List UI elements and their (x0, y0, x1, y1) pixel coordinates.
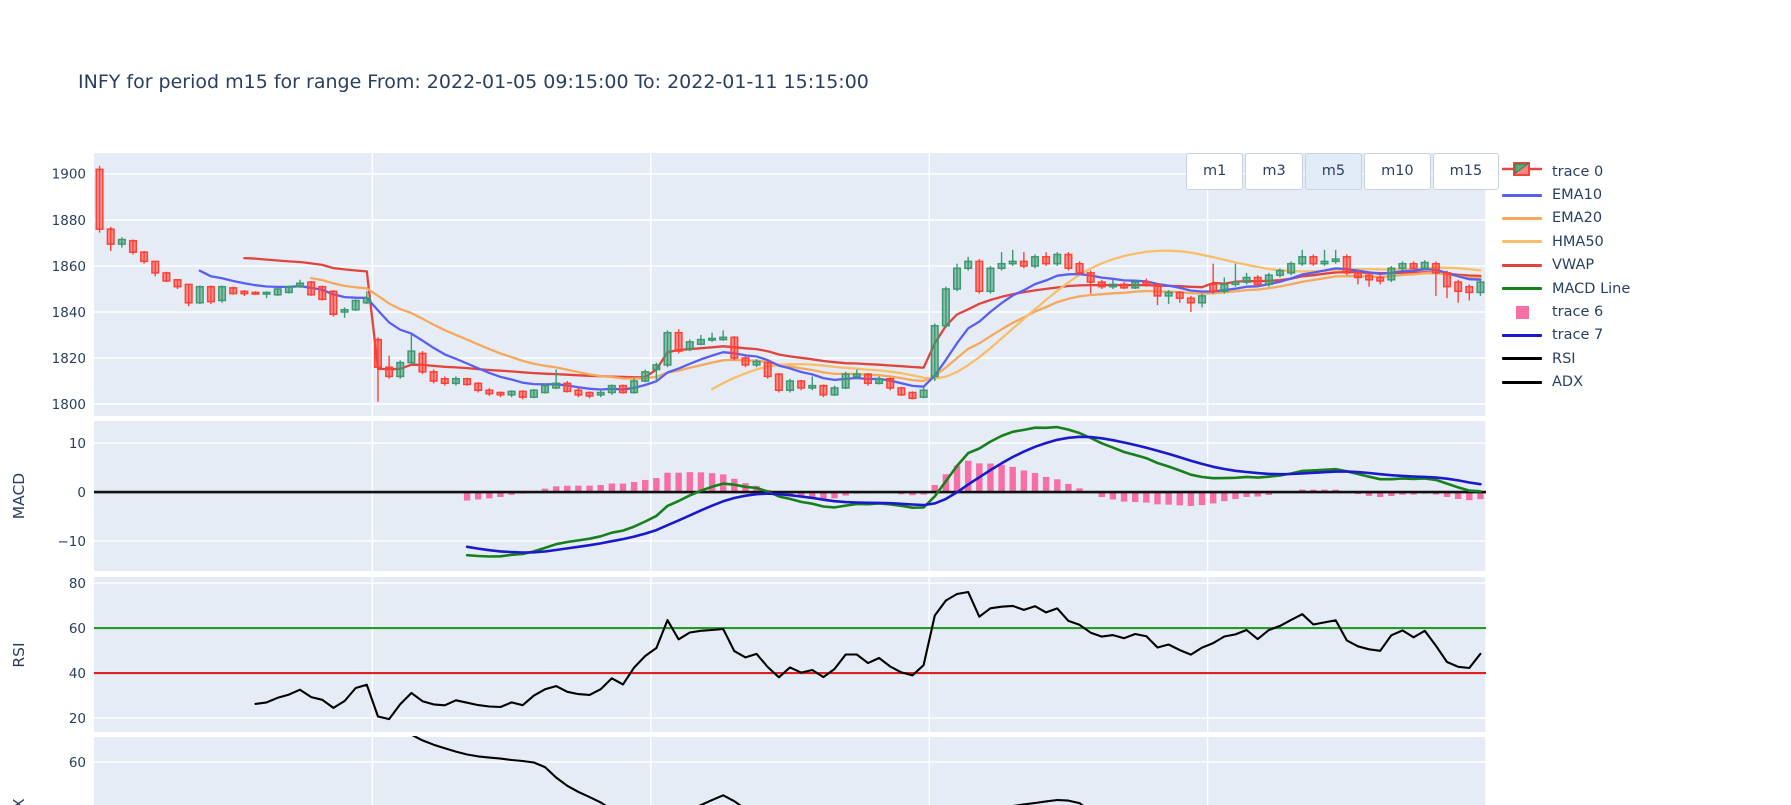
line-swatch-icon (1502, 380, 1542, 384)
legend-item-vwap[interactable]: VWAP (1502, 254, 1630, 277)
line-swatch-icon (1502, 333, 1542, 337)
price-tick-label: 1880 (52, 213, 86, 229)
chart-title: INFY for period m15 for range From: 2022… (78, 71, 869, 93)
price-panel (94, 153, 1487, 416)
price-tick-label: 1860 (52, 259, 86, 275)
range-button-m1[interactable]: m1 (1186, 153, 1244, 190)
legend-label: MACD Line (1552, 280, 1631, 297)
square-swatch-icon (1502, 305, 1542, 319)
macd-tick-label: −10 (58, 534, 87, 550)
rsi-tick-label: 60 (69, 621, 86, 637)
rsi-tick-label: 80 (69, 576, 86, 592)
line-swatch-icon (1502, 357, 1542, 361)
legend-item-trace6[interactable]: trace 6 (1502, 300, 1630, 323)
legend-item-ema10[interactable]: EMA10 (1502, 183, 1630, 206)
legend-item-hma50[interactable]: HMA50 (1502, 230, 1630, 253)
legend: trace 0 EMA10 EMA20 HMA50 VWAP MACD Line… (1502, 160, 1630, 394)
macd-tick-label: 0 (77, 485, 86, 501)
axis-title: RSI (10, 642, 28, 667)
axis-labels: 1800 1820 1840 1860 1880 1900 −10 0 10 20 40 60 80 60… (10, 167, 86, 805)
legend-label: VWAP (1552, 257, 1595, 274)
range-button-m15[interactable]: m15 (1432, 153, 1500, 190)
legend-item-trace0[interactable]: trace 0 (1502, 160, 1630, 183)
macd-panel (94, 421, 1487, 571)
line-swatch-icon (1502, 240, 1542, 244)
adx-tick-label: 60 (69, 755, 86, 771)
line-swatch-icon (1502, 263, 1542, 267)
line-swatch-icon (1502, 193, 1542, 197)
axis-title: ADX (10, 798, 28, 805)
range-button-m3[interactable]: m3 (1245, 153, 1303, 190)
rsi-panel (94, 577, 1487, 732)
line-swatch-icon (1502, 287, 1542, 291)
adx-panel (94, 736, 1487, 805)
legend-label: ADX (1552, 374, 1584, 391)
legend-label: RSI (1552, 350, 1576, 367)
legend-label: HMA50 (1552, 233, 1604, 250)
range-selector: m1 m3 m5 m10 m15 (1186, 153, 1500, 190)
legend-item-trace7[interactable]: trace 7 (1502, 324, 1630, 347)
legend-item-ema20[interactable]: EMA20 (1502, 207, 1630, 230)
price-tick-label: 1820 (52, 351, 86, 367)
legend-item-adx[interactable]: ADX (1502, 371, 1630, 394)
legend-label: trace 7 (1552, 327, 1604, 344)
rsi-tick-label: 20 (69, 711, 86, 727)
range-button-m10[interactable]: m10 (1364, 153, 1431, 190)
legend-label: trace 6 (1552, 304, 1604, 321)
legend-label: EMA10 (1552, 187, 1603, 204)
legend-item-macd-line[interactable]: MACD Line (1502, 277, 1630, 300)
price-tick-label: 1800 (52, 397, 86, 413)
legend-label: EMA20 (1552, 210, 1603, 227)
price-tick-label: 1840 (52, 305, 86, 321)
price-tick-label: 1900 (52, 167, 86, 183)
legend-label: trace 0 (1552, 163, 1604, 180)
axis-title: MACD (10, 473, 28, 520)
macd-tick-label: 10 (69, 436, 86, 452)
line-swatch-icon (1502, 216, 1542, 220)
legend-item-rsi[interactable]: RSI (1502, 347, 1630, 370)
range-button-m5[interactable]: m5 (1304, 153, 1363, 190)
rsi-tick-label: 40 (69, 666, 86, 682)
